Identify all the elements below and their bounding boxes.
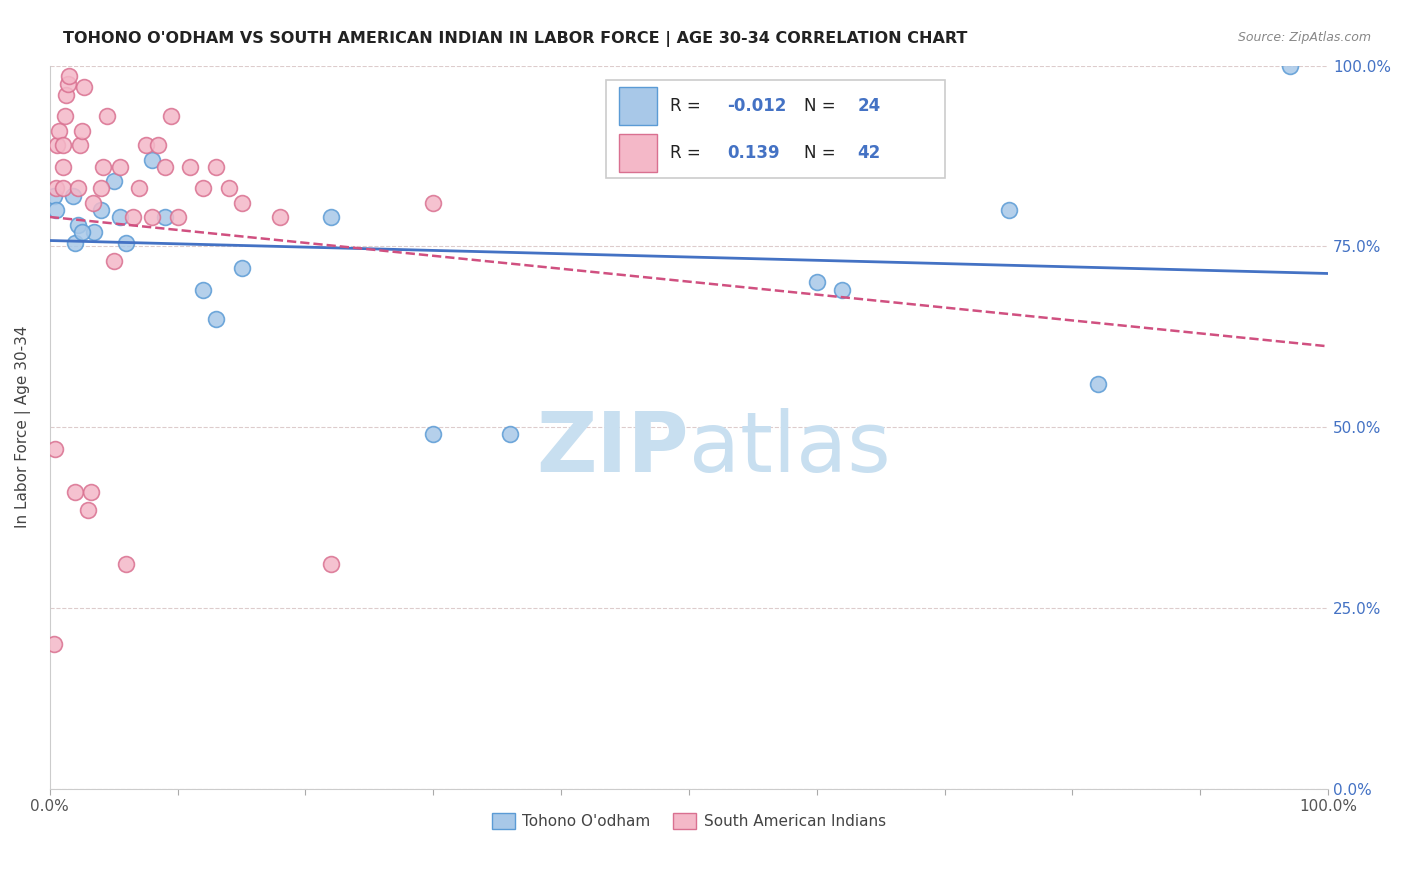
Point	[45, 181, 67, 195]
Point	[73, 80, 96, 95]
Text: #c8dff0: #c8dff0	[686, 449, 692, 450]
Point	[1087, 376, 1109, 391]
Point	[58, 70, 80, 84]
Point	[179, 160, 201, 174]
Point	[806, 276, 828, 290]
Point	[319, 558, 342, 572]
Point	[135, 138, 157, 153]
Text: N =: N =	[804, 97, 841, 115]
Point	[62, 188, 84, 202]
Text: TOHONO O'ODHAM VS SOUTH AMERICAN INDIAN IN LABOR FORCE | AGE 30-34 CORRELATION C: TOHONO O'ODHAM VS SOUTH AMERICAN INDIAN …	[63, 31, 967, 47]
Point	[191, 283, 214, 297]
Point	[42, 637, 65, 651]
Point	[51, 138, 73, 153]
Text: -0.012: -0.012	[727, 97, 787, 115]
Point	[153, 211, 176, 225]
Point	[46, 138, 69, 153]
Text: atlas: atlas	[689, 409, 890, 489]
Point	[77, 503, 100, 517]
Point	[83, 225, 105, 239]
Point	[96, 109, 118, 123]
Point	[191, 181, 214, 195]
Point	[115, 558, 138, 572]
Point	[90, 203, 112, 218]
Point	[422, 427, 444, 442]
Point	[66, 181, 89, 195]
Point	[65, 235, 87, 250]
Text: ZIP: ZIP	[537, 409, 689, 489]
Point	[166, 211, 188, 225]
Point	[103, 253, 125, 268]
Point	[79, 485, 101, 500]
Point	[422, 196, 444, 211]
Point	[499, 427, 522, 442]
Point	[45, 203, 67, 218]
Point	[51, 181, 73, 195]
Point	[70, 225, 93, 239]
Point	[205, 160, 228, 174]
Point	[51, 160, 73, 174]
Point	[53, 109, 76, 123]
Point	[128, 181, 150, 195]
FancyBboxPatch shape	[619, 135, 657, 172]
Text: R =: R =	[669, 145, 706, 162]
Point	[153, 160, 176, 174]
Text: Source: ZipAtlas.com: Source: ZipAtlas.com	[1237, 31, 1371, 45]
Point	[319, 211, 342, 225]
Point	[997, 203, 1019, 218]
Legend: Tohono O'odham, South American Indians: Tohono O'odham, South American Indians	[485, 807, 893, 835]
Point	[44, 442, 66, 456]
Text: R =: R =	[669, 97, 706, 115]
Text: N =: N =	[804, 145, 841, 162]
Point	[69, 138, 91, 153]
Point	[66, 218, 89, 232]
Point	[108, 160, 131, 174]
Point	[218, 181, 240, 195]
Text: 0.139: 0.139	[727, 145, 780, 162]
Point	[82, 196, 104, 211]
Point	[205, 311, 228, 326]
Point	[1278, 59, 1301, 73]
Point	[90, 181, 112, 195]
Point	[55, 87, 77, 102]
Point	[231, 196, 253, 211]
Point	[121, 211, 143, 225]
FancyBboxPatch shape	[606, 80, 945, 178]
Point	[269, 211, 291, 225]
FancyBboxPatch shape	[619, 87, 657, 125]
Point	[70, 123, 93, 137]
Point	[141, 211, 163, 225]
Text: 42: 42	[858, 145, 882, 162]
Point	[231, 260, 253, 275]
Point	[115, 235, 138, 250]
Point	[56, 77, 79, 91]
Text: 24: 24	[858, 97, 882, 115]
Point	[108, 211, 131, 225]
Point	[93, 160, 115, 174]
Y-axis label: In Labor Force | Age 30-34: In Labor Force | Age 30-34	[15, 326, 31, 528]
Point	[65, 485, 87, 500]
Point	[42, 188, 65, 202]
Point	[141, 153, 163, 167]
Point	[103, 174, 125, 188]
Point	[831, 283, 853, 297]
Point	[48, 123, 70, 137]
Point	[148, 138, 170, 153]
Point	[160, 109, 183, 123]
